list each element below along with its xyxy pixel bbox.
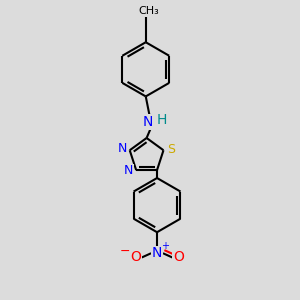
Text: O: O <box>130 250 141 265</box>
Text: N: N <box>124 164 133 177</box>
Text: H: H <box>157 113 167 128</box>
Text: CH₃: CH₃ <box>138 7 159 16</box>
Text: +: + <box>161 242 169 251</box>
Text: N: N <box>152 246 162 260</box>
Text: −: − <box>119 245 130 258</box>
Text: N: N <box>117 142 127 155</box>
Text: N: N <box>142 115 153 129</box>
Text: O: O <box>173 250 184 265</box>
Text: S: S <box>167 143 175 156</box>
